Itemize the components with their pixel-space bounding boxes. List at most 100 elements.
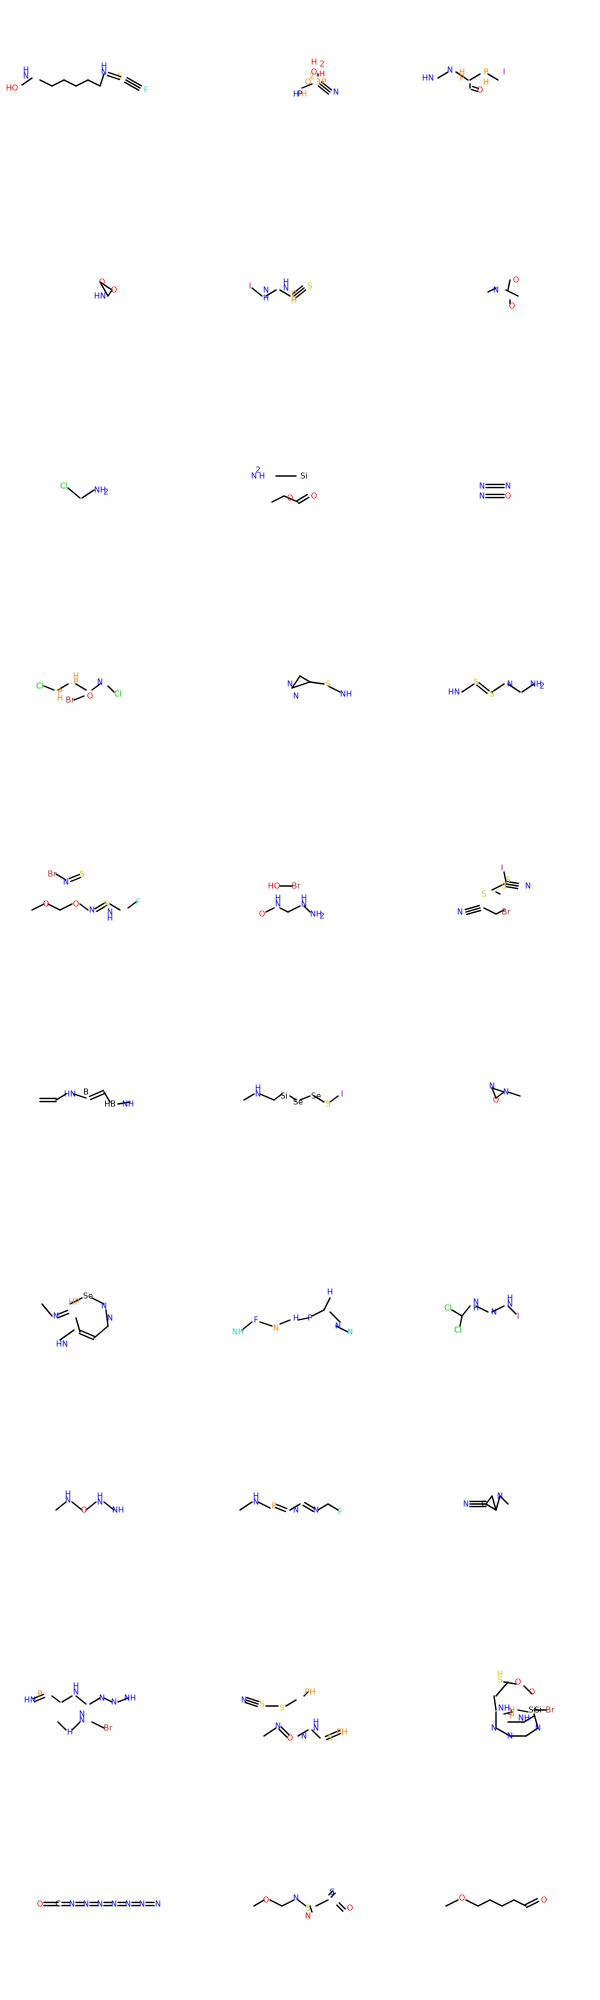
atom-label: NH — [340, 690, 352, 699]
atom-label: S — [505, 876, 510, 885]
atom-label: 2 — [319, 60, 324, 69]
atom-label: N — [293, 692, 299, 701]
atom-label: H — [23, 66, 29, 75]
atom-label: I — [249, 282, 251, 291]
bond-4 — [507, 683, 521, 693]
bond-2 — [57, 683, 69, 691]
atom-label: 2 — [103, 488, 108, 497]
atom-label: N — [69, 1900, 75, 1909]
atom-label: N — [111, 1900, 117, 1909]
bond-5 — [501, 1899, 515, 1907]
atom-label: Cl — [60, 482, 68, 491]
atom-label: N — [463, 1500, 469, 1509]
atom-label: Si — [528, 1706, 535, 1715]
atom-label: H — [255, 1084, 261, 1093]
bond-3 — [285, 1699, 297, 1707]
bond-6 — [313, 1095, 325, 1103]
bond-7-1 — [78, 1332, 95, 1341]
atom-label: 3 — [315, 78, 320, 87]
atom-label: N — [79, 1716, 85, 1725]
atom-label: O — [259, 910, 265, 919]
bond-3 — [61, 1695, 73, 1703]
atom-label: N — [89, 906, 95, 915]
bond-4 — [289, 1503, 301, 1511]
atom-label: H — [319, 70, 325, 79]
atom-label: N — [347, 1328, 353, 1337]
bond-2 — [71, 1501, 83, 1511]
atom-label: O — [111, 286, 117, 295]
bond-2 — [257, 1501, 271, 1509]
atom-label: N — [333, 88, 339, 97]
bond-1 — [41, 1303, 53, 1317]
bond-8 — [311, 1729, 321, 1739]
atom-label: N — [251, 472, 257, 481]
atom-label: HP — [69, 1298, 80, 1307]
molecule-structure-6: N O O — [487, 276, 519, 311]
atom-label: N — [447, 66, 453, 75]
atom-label: N — [479, 492, 485, 501]
bond-6-1 — [471, 85, 480, 90]
bond-1 — [461, 683, 475, 693]
molecule-8: H 2 N Si O O — [200, 400, 400, 600]
atom-label: PH — [305, 1688, 316, 1697]
bond-2 — [39, 79, 53, 87]
atom-label: N — [473, 1298, 479, 1307]
atom-label: O — [541, 1896, 547, 1905]
atom-label: N — [535, 1724, 541, 1733]
bond-8-1 — [107, 71, 122, 78]
bond-4 — [75, 1695, 87, 1705]
bond-6 — [317, 1503, 329, 1511]
bond-2 — [259, 1093, 275, 1101]
atom-label: N — [97, 678, 103, 687]
atom-label: N — [63, 878, 69, 887]
bond-3 — [73, 1093, 87, 1099]
bond-5 — [495, 1495, 501, 1511]
atom-label: H — [67, 1728, 73, 1737]
atom-label: Si — [534, 1706, 541, 1715]
atom-label: N — [97, 1498, 103, 1507]
bond-7-1 — [328, 1890, 334, 1896]
atom-label: S — [501, 882, 506, 891]
bond-4-1 — [88, 1089, 105, 1098]
molecule-25: P HN N H N N NH N N H Br — [0, 1600, 200, 1800]
bond-4 — [475, 1305, 489, 1313]
bond-5 — [491, 1305, 505, 1313]
bond-1 — [239, 1501, 253, 1511]
bond-7 — [327, 1503, 339, 1511]
bond-1 — [253, 1899, 265, 1907]
atom-label: H — [65, 1490, 71, 1499]
molecule-12: HN S S N NH 2 — [400, 600, 600, 800]
atom-label: H — [73, 1682, 79, 1691]
atom-label: N — [493, 286, 499, 295]
bond-3 — [495, 1681, 509, 1697]
atom-label: N — [263, 286, 269, 295]
molecule-20: NH F N H P H N N — [200, 1200, 400, 1400]
bond-6 — [79, 903, 89, 911]
bond-3 — [291, 681, 311, 689]
molecule-14: HO Br O N H N H NH 2 — [200, 800, 400, 1000]
bond-7-2 — [79, 1329, 96, 1338]
atom-label: N — [99, 1694, 105, 1703]
atom-label: O — [81, 1506, 87, 1515]
atom-label: N — [497, 1492, 503, 1501]
bond-6 — [87, 79, 101, 87]
bond-7-1 — [524, 1897, 538, 1906]
atom-label: P — [460, 74, 465, 83]
bond-3 — [75, 683, 87, 691]
molecule-11: N N S NH — [200, 600, 400, 800]
atom-label: N — [73, 1688, 79, 1697]
atom-label: C — [55, 1900, 61, 1909]
atom-label: N — [255, 1090, 261, 1099]
bond-4 — [487, 73, 499, 81]
atom-label: N — [491, 1308, 497, 1317]
atom-label: B — [83, 1088, 89, 1097]
atom-label: O — [509, 302, 515, 311]
bond-2 — [259, 1321, 273, 1327]
